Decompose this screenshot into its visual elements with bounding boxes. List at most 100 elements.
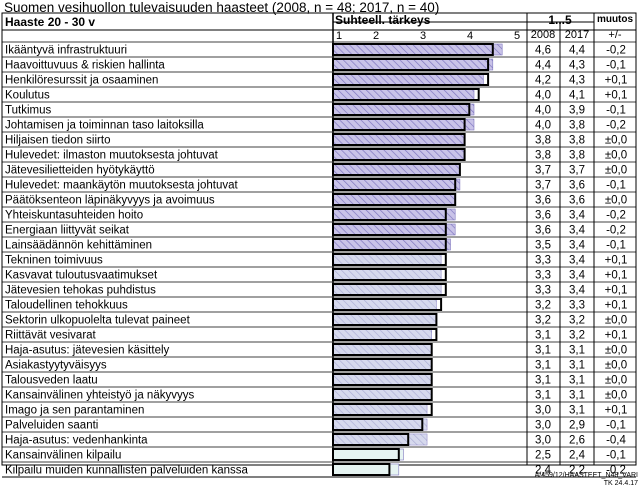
x-tick-label: 4 (467, 30, 473, 42)
change-value: +0,1 (605, 285, 628, 297)
category-label: Kansainvälinen yhteistyö ja näkyvyys (5, 390, 194, 402)
value-2008: 4,4 (535, 60, 552, 72)
change-value: ±0,0 (605, 315, 627, 327)
value-2008: 3,1 (535, 345, 551, 357)
value-2008: 2,5 (535, 450, 551, 462)
bar-2008-hatch (333, 344, 432, 355)
category-label: Sektorin ulkopuolelta tulevat paineet (5, 315, 191, 327)
change-value: +0,1 (605, 270, 628, 282)
change-value: +0,1 (605, 75, 628, 87)
value-2008: 4,0 (535, 90, 551, 102)
value-2017: 3,1 (569, 345, 585, 357)
value-2017: 3,9 (569, 105, 585, 117)
change-value: -0,1 (606, 180, 626, 192)
header-change: muutos (597, 14, 634, 25)
change-value: -0,1 (606, 450, 626, 462)
value-2008: 3,1 (535, 360, 551, 372)
bar-2008-hatch (333, 404, 427, 415)
bar-2017 (332, 193, 457, 206)
value-2008: 3,1 (535, 375, 551, 387)
value-2017: 3,4 (569, 210, 586, 222)
category-label: Tutkimus (5, 105, 51, 117)
bar-2008 (332, 58, 494, 71)
header-bar: Suhteell. tärkeys (335, 13, 431, 27)
value-2008: 3,1 (535, 330, 551, 342)
bar-2017 (332, 358, 433, 371)
x-tick-label: 3 (420, 30, 426, 42)
bar-2008-hatch (333, 359, 432, 370)
bar-2008-hatch (333, 419, 427, 430)
bar-2008 (332, 43, 503, 56)
value-2017: 2,9 (569, 420, 585, 432)
value-2017: 2,4 (569, 450, 586, 462)
value-2008: 4,2 (535, 75, 551, 87)
category-label: Hulevedet: maankäytön muutoksesta johtuv… (5, 180, 238, 192)
bar-2008 (332, 178, 461, 191)
change-value: ±0,0 (605, 150, 627, 162)
bar-2017 (332, 88, 480, 101)
category-label: Hulevedet: ilmaston muutoksesta johtuvat (5, 150, 219, 162)
value-2017: 3,2 (569, 330, 585, 342)
value-2008: 3,7 (535, 165, 551, 177)
bar-2008 (332, 223, 456, 236)
change-value: ±0,0 (605, 360, 627, 372)
value-2017: 2,6 (569, 435, 585, 447)
value-2008: 3,8 (535, 135, 551, 147)
change-value: +0,1 (605, 300, 628, 312)
change-value: -0,2 (606, 225, 626, 237)
bar-2017 (332, 238, 447, 251)
value-2017: 3,1 (569, 375, 585, 387)
footer-date: TK 24.4.17 (603, 480, 638, 487)
category-label: Haja-asutus: jätevesien käsittely (5, 345, 170, 357)
category-label: Haja-asutus: vedenhankinta (5, 435, 148, 447)
bar-2008-hatch (333, 314, 437, 325)
bar-2017 (332, 448, 400, 461)
bar-2017 (332, 148, 466, 161)
value-2017: 4,3 (569, 60, 585, 72)
category-label: Koulutus (5, 90, 50, 102)
bar-2017 (332, 268, 447, 281)
value-2017: 4,1 (569, 90, 585, 102)
bar-2017 (332, 403, 433, 416)
value-2017: 3,8 (569, 135, 585, 147)
bar-2017 (332, 133, 466, 146)
value-2008: 3,6 (535, 225, 551, 237)
value-2008: 3,1 (535, 390, 551, 402)
category-label: Tekninen toimivuus (5, 255, 103, 267)
change-value: +0,1 (605, 255, 628, 267)
value-2017: 3,1 (569, 405, 585, 417)
bar-2017 (332, 388, 433, 401)
change-value: ±0,0 (605, 135, 627, 147)
bar-2008 (332, 118, 475, 131)
category-label: Johtamisen ja toiminnan taso laitoksilla (5, 120, 204, 132)
category-label: Haavoittuvuus & riskien hallinta (5, 60, 165, 72)
value-2008: 3,6 (535, 195, 551, 207)
footer-code: A/459/12/HAASTEET_N48_VARI (534, 472, 638, 479)
header-scale: 1...5 (548, 13, 572, 27)
value-2008: 4,6 (535, 45, 551, 57)
page-title: Suomen vesihuollon tulevaisuuden haastee… (4, 0, 440, 15)
header-group: Haaste 20 - 30 v (5, 15, 95, 29)
value-2017: 3,4 (569, 285, 586, 297)
value-2008: 3,3 (535, 255, 551, 267)
category-label: Taloudellinen tehokkuus (5, 300, 128, 312)
change-value: ±0,0 (605, 165, 627, 177)
value-2017: 3,1 (569, 360, 585, 372)
category-label: Henkilöresurssit ja osaaminen (5, 75, 158, 87)
bar-2017 (332, 253, 447, 266)
value-2017: 3,6 (569, 180, 585, 192)
change-value: -0,1 (606, 60, 626, 72)
value-2008: 3,8 (535, 150, 551, 162)
bar-2008 (332, 133, 465, 146)
bar-2017 (332, 103, 471, 116)
bar-2017 (332, 463, 391, 476)
value-2008: 3,0 (535, 420, 551, 432)
change-value: -0,1 (606, 420, 626, 432)
change-value: -0,2 (606, 45, 626, 57)
category-label: Jätevesien tehokas puhdistus (5, 285, 156, 297)
value-2017: 4,3 (569, 75, 585, 87)
category-label: Päätöksenteon läpinäkyvyys ja avoimuus (5, 195, 215, 207)
category-label: Kasvavat tuloutusvaatimukset (5, 270, 158, 282)
value-2008: 3,0 (535, 435, 551, 447)
